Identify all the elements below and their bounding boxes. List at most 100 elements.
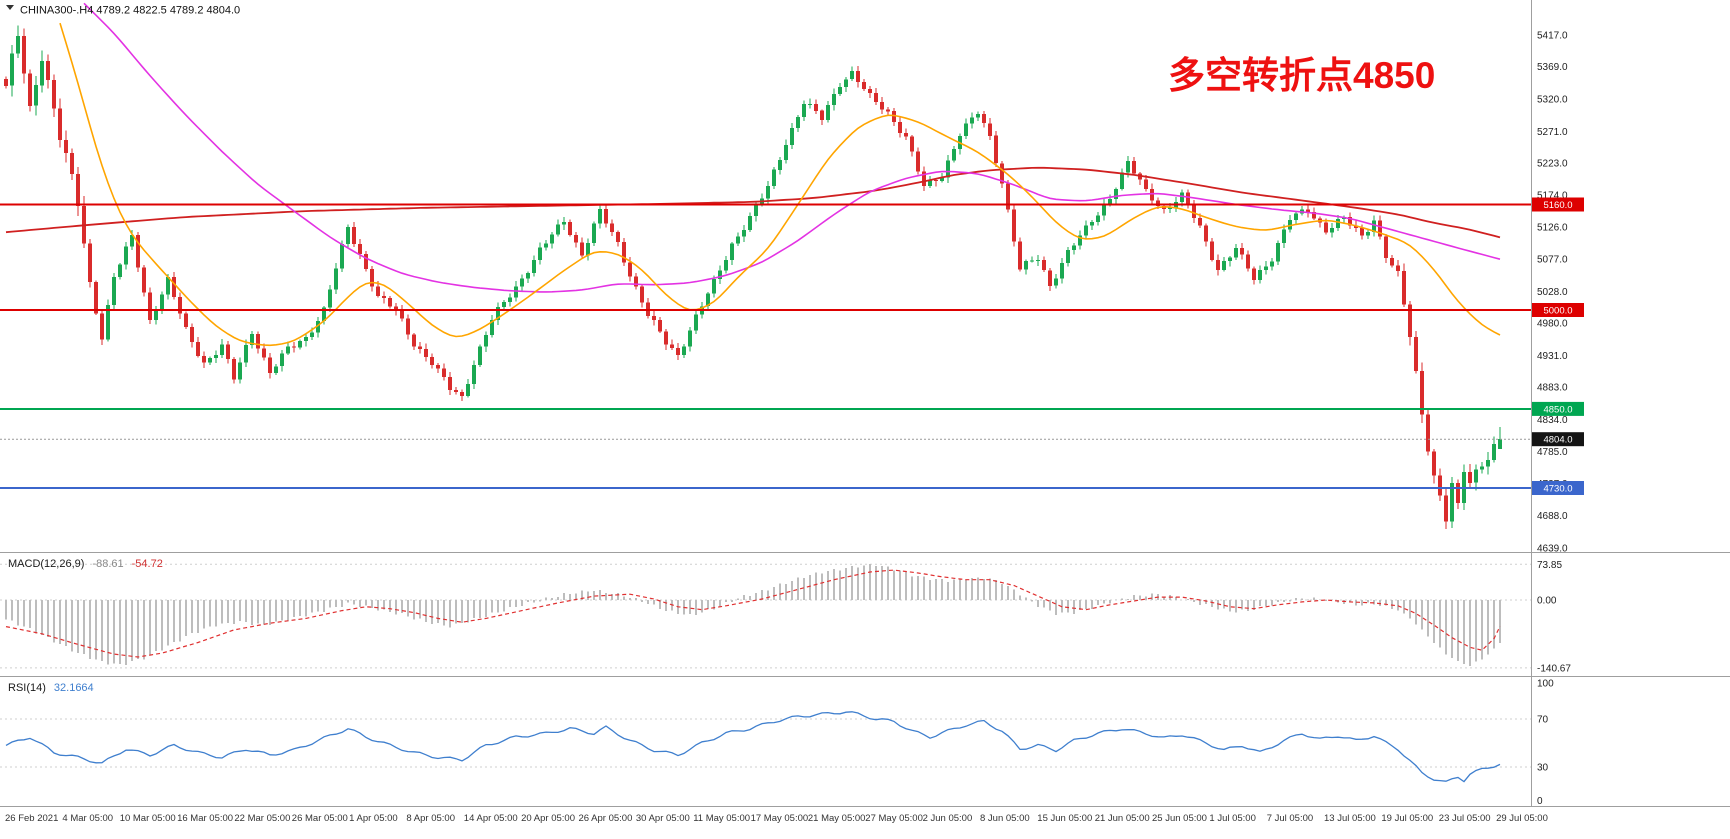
macd-panel-canvas[interactable] bbox=[0, 553, 1531, 676]
time-tick-label: 29 Jul 05:00 bbox=[1496, 813, 1548, 824]
main-chart-canvas[interactable] bbox=[0, 0, 1531, 552]
candle bbox=[1390, 255, 1394, 268]
candle bbox=[838, 83, 842, 96]
candle bbox=[1066, 246, 1070, 267]
candle bbox=[970, 112, 974, 129]
candle bbox=[1006, 179, 1010, 213]
candle bbox=[436, 362, 440, 373]
candle bbox=[880, 97, 884, 115]
price-tick-label: 5320.0 bbox=[1537, 95, 1568, 106]
candle bbox=[862, 79, 866, 92]
rsi-axis-label: 30 bbox=[1537, 763, 1549, 774]
candle bbox=[172, 272, 176, 300]
candle bbox=[430, 353, 434, 369]
candle bbox=[370, 265, 374, 292]
candle bbox=[1450, 476, 1454, 528]
candle bbox=[526, 271, 530, 283]
candle bbox=[748, 212, 752, 232]
candle bbox=[1432, 449, 1436, 484]
price-tick-label: 5077.0 bbox=[1537, 255, 1568, 266]
candle bbox=[406, 314, 410, 340]
price-level-badge bbox=[1532, 303, 1584, 317]
candle bbox=[784, 139, 788, 164]
candle bbox=[1096, 211, 1100, 226]
price-level-badge-text: 4730.0 bbox=[1543, 484, 1572, 495]
ma-fast-orange[interactable] bbox=[59, 22, 1501, 347]
candle bbox=[1378, 215, 1382, 240]
candle bbox=[304, 333, 308, 347]
candle bbox=[922, 166, 926, 192]
ma-slow-red[interactable] bbox=[5, 166, 1501, 239]
time-tick-label: 20 Apr 05:00 bbox=[521, 813, 575, 824]
rsi-name: RSI(14) bbox=[8, 682, 46, 694]
candle bbox=[640, 284, 644, 308]
candle bbox=[16, 25, 20, 58]
candle bbox=[472, 360, 476, 390]
candle bbox=[694, 309, 698, 334]
ma-mid-magenta[interactable] bbox=[83, 2, 1501, 293]
candle bbox=[1366, 229, 1370, 240]
macd-signal-line[interactable] bbox=[5, 569, 1501, 658]
candle bbox=[994, 131, 998, 167]
candle bbox=[214, 350, 218, 363]
candle bbox=[712, 275, 716, 298]
candle bbox=[1252, 266, 1256, 285]
candle bbox=[136, 231, 140, 272]
candle bbox=[76, 167, 80, 217]
price-tick-label: 5369.0 bbox=[1537, 62, 1568, 73]
price-tick-label: 4639.0 bbox=[1537, 544, 1568, 555]
price-tick-label: 4883.0 bbox=[1537, 383, 1568, 394]
candle bbox=[778, 156, 782, 175]
symbol-dropdown-icon[interactable] bbox=[6, 5, 14, 10]
candle bbox=[1048, 268, 1052, 291]
price-level-badge-text: 4850.0 bbox=[1543, 404, 1572, 415]
candle bbox=[1282, 224, 1286, 248]
candle bbox=[1000, 161, 1004, 189]
candle bbox=[286, 341, 290, 355]
candle bbox=[1414, 330, 1418, 374]
candle bbox=[40, 50, 44, 93]
rsi-axis-label: 0 bbox=[1537, 796, 1543, 807]
candle bbox=[724, 256, 728, 274]
panel-separators bbox=[0, 0, 1730, 807]
candle bbox=[142, 265, 146, 297]
candle bbox=[598, 205, 602, 229]
time-tick-label: 1 Jul 05:00 bbox=[1209, 813, 1255, 824]
candle bbox=[1456, 479, 1460, 510]
candle bbox=[616, 230, 620, 247]
time-tick-label: 14 Apr 05:00 bbox=[464, 813, 518, 824]
time-tick-label: 23 Jul 05:00 bbox=[1439, 813, 1491, 824]
rsi-line[interactable] bbox=[5, 711, 1501, 783]
current-price-badge-text: 4804.0 bbox=[1543, 435, 1572, 446]
candle bbox=[148, 287, 152, 324]
candle bbox=[46, 54, 50, 89]
time-tick-label: 4 Mar 05:00 bbox=[62, 813, 113, 824]
candle bbox=[460, 389, 464, 402]
candle bbox=[10, 45, 14, 97]
time-tick-label: 16 Mar 05:00 bbox=[177, 813, 233, 824]
candle bbox=[262, 343, 266, 361]
time-axis-labels: 26 Feb 2021 4 Mar 05:00 10 Mar 05:00 16 Mar… bbox=[5, 813, 1548, 824]
candle bbox=[70, 148, 74, 180]
time-axis[interactable] bbox=[0, 807, 1531, 839]
candle bbox=[742, 225, 746, 242]
candle bbox=[1294, 210, 1298, 225]
candle bbox=[1288, 214, 1292, 233]
candle bbox=[844, 77, 848, 93]
price-axis[interactable] bbox=[1531, 0, 1730, 839]
candle bbox=[1408, 301, 1412, 346]
price-level-badge-text: 5160.0 bbox=[1543, 200, 1572, 211]
macd-main-value: -88.61 bbox=[92, 558, 123, 570]
candle bbox=[58, 98, 62, 148]
candle bbox=[910, 134, 914, 157]
time-tick-label: 30 Apr 05:00 bbox=[636, 813, 690, 824]
candle bbox=[1132, 157, 1136, 176]
chart-annotation-text[interactable]: 多空转折点4850 bbox=[1168, 55, 1435, 96]
candle bbox=[892, 107, 896, 126]
candle bbox=[934, 178, 938, 187]
rsi-panel-canvas[interactable] bbox=[0, 677, 1531, 806]
time-tick-label: 17 May 05:00 bbox=[751, 813, 809, 824]
candle bbox=[352, 222, 356, 247]
